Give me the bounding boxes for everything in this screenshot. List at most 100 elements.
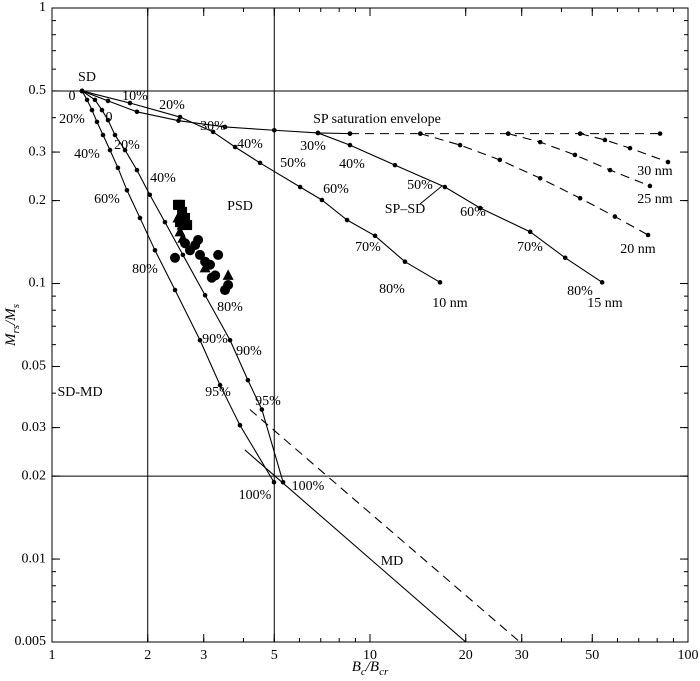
curve-dot bbox=[92, 97, 98, 103]
curve-dot bbox=[572, 152, 578, 158]
curve-dot bbox=[577, 131, 583, 136]
curve-dot bbox=[271, 127, 277, 133]
x-label-part: /B bbox=[365, 659, 379, 675]
annotation: MD bbox=[381, 554, 404, 569]
curve-dot bbox=[562, 255, 568, 261]
x-tick-label: 2 bbox=[144, 648, 151, 663]
x-label-part: c bbox=[361, 666, 366, 678]
x-axis-label: Bc/Bcr bbox=[352, 659, 389, 677]
curve-dot bbox=[442, 184, 448, 190]
annotation: SD-MD bbox=[57, 385, 102, 400]
annotation: 20% bbox=[159, 98, 185, 113]
curve-dot bbox=[259, 407, 265, 412]
curve-dot bbox=[537, 139, 543, 145]
curve-dot bbox=[210, 129, 216, 135]
curve-dot bbox=[84, 97, 90, 103]
annotation: 20% bbox=[59, 112, 85, 127]
annotation: 40% bbox=[150, 171, 176, 186]
triangle-marker bbox=[199, 261, 211, 273]
curve-dot bbox=[112, 132, 118, 138]
curve-dot bbox=[172, 287, 178, 293]
square-marker bbox=[182, 220, 193, 231]
curve-dot bbox=[537, 175, 543, 181]
curve-dot bbox=[347, 142, 353, 148]
curve-dot bbox=[577, 195, 583, 201]
square-marker bbox=[177, 206, 188, 217]
curve-dot bbox=[137, 215, 143, 221]
curve-dot bbox=[647, 183, 653, 189]
circle-marker bbox=[213, 249, 224, 260]
curve-dot bbox=[527, 229, 533, 235]
curve-dot bbox=[94, 119, 100, 125]
y-axis-label: Mrs/Ms bbox=[3, 304, 21, 347]
curve-dot bbox=[180, 252, 186, 258]
x-tick-label: 3 bbox=[200, 648, 207, 663]
x-tick-label: 30 bbox=[515, 648, 529, 663]
curve bbox=[249, 409, 521, 643]
circle-marker bbox=[205, 259, 216, 270]
curve-dot bbox=[222, 124, 228, 130]
curve-dot bbox=[147, 192, 153, 198]
circle-marker bbox=[206, 272, 217, 283]
curve-dot bbox=[437, 280, 443, 285]
curve-dot bbox=[115, 165, 121, 171]
curve-dot bbox=[344, 217, 350, 223]
annotation: 50% bbox=[280, 156, 306, 171]
annotation: 0 bbox=[106, 110, 113, 125]
curve-dot bbox=[271, 479, 277, 485]
annotation: 80% bbox=[379, 282, 405, 297]
y-label-part: /M bbox=[3, 307, 19, 326]
annotation: 100% bbox=[239, 488, 272, 503]
square-marker bbox=[172, 199, 183, 210]
curve-dot bbox=[237, 422, 243, 428]
curve-dot bbox=[665, 159, 671, 165]
y-tick-label: 0.03 bbox=[22, 420, 47, 435]
circle-marker bbox=[180, 238, 191, 249]
curve-dot bbox=[105, 98, 111, 104]
curve bbox=[580, 133, 669, 163]
x-label-part: B bbox=[352, 659, 361, 675]
curve bbox=[420, 133, 649, 236]
curve bbox=[317, 132, 603, 283]
curve bbox=[244, 449, 467, 643]
curve-dot bbox=[477, 205, 483, 211]
circle-marker bbox=[223, 279, 234, 290]
curve-dot bbox=[627, 145, 633, 151]
curve-dot bbox=[418, 131, 423, 136]
curve-dot bbox=[162, 219, 168, 225]
circle-marker bbox=[193, 234, 204, 245]
annotation: 15 nm bbox=[587, 296, 623, 311]
curve-dot bbox=[372, 233, 378, 239]
circle-marker bbox=[194, 249, 205, 260]
annotation: 10% bbox=[122, 89, 148, 104]
annotation: 60% bbox=[323, 182, 349, 197]
curve-dot bbox=[79, 88, 85, 94]
y-tick-label: 0.1 bbox=[29, 276, 47, 291]
curve-dot bbox=[232, 144, 238, 150]
annotation: 60% bbox=[460, 205, 486, 220]
curve-dot bbox=[107, 147, 113, 153]
y-tick-label: 0.2 bbox=[29, 193, 47, 208]
annotation: 40% bbox=[339, 157, 365, 172]
annotation: 70% bbox=[355, 240, 381, 255]
x-tick-label: 1 bbox=[49, 648, 56, 663]
y-tick-label: 0.3 bbox=[29, 144, 47, 159]
curve-dot bbox=[176, 118, 181, 123]
annotation: 10 nm bbox=[432, 296, 468, 311]
annotation: 20% bbox=[114, 138, 140, 153]
curve-dot bbox=[457, 142, 463, 148]
circle-marker bbox=[170, 252, 181, 263]
annotation: 20 nm bbox=[620, 242, 656, 257]
annotation: 95% bbox=[205, 385, 231, 400]
x-label-part: cr bbox=[379, 666, 389, 678]
annotation: 90% bbox=[202, 332, 228, 347]
curve-dot bbox=[227, 337, 233, 343]
curve-dot bbox=[99, 107, 105, 113]
curve-dot bbox=[217, 382, 223, 388]
y-tick-label: 0.05 bbox=[22, 359, 47, 374]
annotation: 40% bbox=[237, 137, 263, 152]
annotation: SP saturation envelope bbox=[313, 112, 441, 127]
curve-dot bbox=[257, 160, 263, 166]
triangle-marker bbox=[176, 219, 188, 230]
annotation: 95% bbox=[255, 394, 281, 409]
